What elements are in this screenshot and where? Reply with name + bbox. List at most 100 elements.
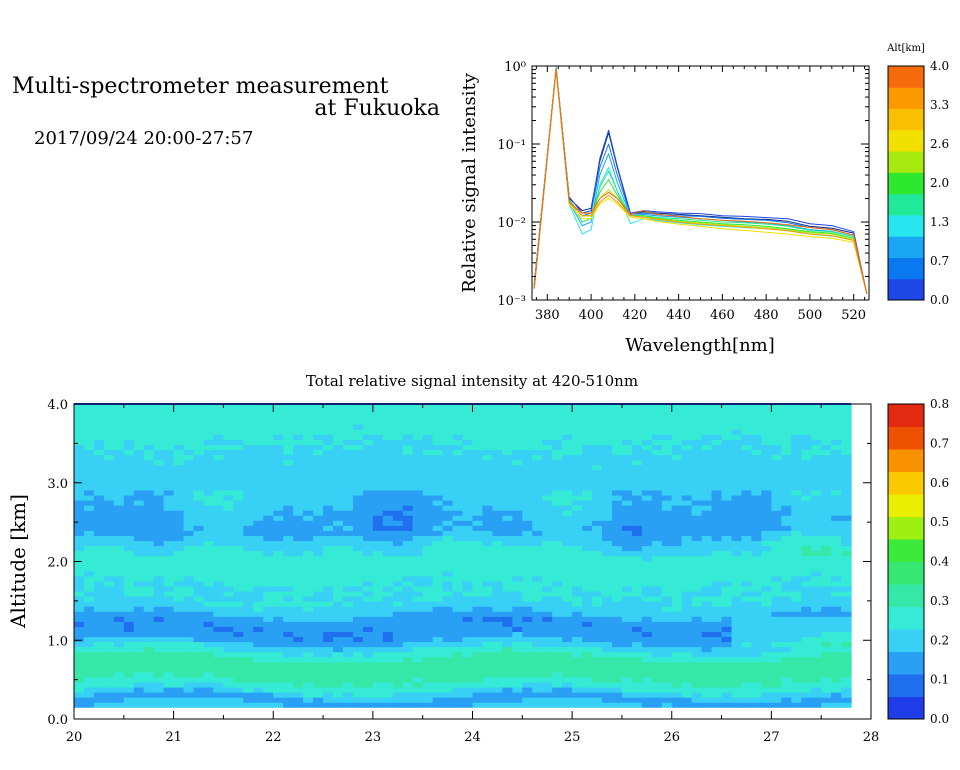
heatmap-cell [562, 474, 573, 481]
heatmap-cell [113, 479, 125, 486]
heatmap-cell [263, 484, 274, 491]
heatmap-cell [402, 651, 414, 658]
heatmap-cell [552, 686, 563, 693]
heatmap-cell [342, 560, 354, 567]
heatmap-cell [522, 570, 533, 577]
heatmap-cell [661, 464, 673, 471]
heatmap-cell [223, 661, 234, 668]
heatmap-cell [283, 692, 294, 698]
intensity-colorbar-label: 0.6 [930, 476, 949, 490]
heatmap-cell [472, 555, 484, 562]
heatmap-cell [691, 646, 703, 653]
heatmap-cell [721, 590, 733, 597]
heatmap-cell [103, 404, 115, 410]
heatmap-cell [761, 666, 772, 673]
heatmap-cell [721, 686, 733, 693]
heatmap-cell [223, 621, 234, 627]
heatmap-cell [731, 479, 743, 486]
heatmap-cell [502, 560, 513, 567]
heatmap-cell [113, 404, 125, 410]
heatmap-cell [422, 697, 434, 703]
heatmap-cell [641, 525, 653, 531]
heatmap-cell [113, 681, 125, 688]
heatmap-cell [781, 601, 792, 607]
heatmap-cell [352, 439, 364, 446]
heatmap-cell [153, 540, 165, 547]
heatmap-cell [83, 469, 95, 476]
heatmap-cell [621, 606, 633, 612]
heatmap-cell [313, 601, 324, 607]
heatmap-cell [522, 661, 533, 668]
heatmap-cell [432, 616, 444, 622]
heatmap-cell [223, 626, 234, 632]
heatmap-cell [432, 545, 444, 552]
heatmap-cell [392, 464, 404, 471]
heatmap-cell [701, 434, 713, 440]
heatmap-cell [512, 596, 523, 602]
heatmap-cell [781, 636, 792, 643]
heatmap-cell [552, 449, 563, 456]
heatmap-cell [263, 429, 274, 435]
heatmap-cell [641, 565, 653, 572]
heatmap-cell [791, 646, 802, 653]
heatmap-cell [173, 661, 185, 668]
heatmap-cell [671, 626, 683, 632]
heatmap-cell [452, 545, 464, 552]
heatmap-cell [641, 434, 653, 440]
heatmap-cell [163, 601, 175, 607]
heatmap-cell [263, 611, 274, 617]
heatmap-cell [173, 692, 185, 698]
heatmap-cell [532, 702, 543, 708]
heatmap-cell [422, 439, 434, 446]
heatmap-cell [362, 676, 374, 683]
heatmap-cell [323, 555, 334, 562]
heatmap-cell [522, 560, 533, 567]
heatmap-cell [293, 560, 304, 567]
heatmap-cell [651, 500, 663, 506]
heatmap-cell [791, 575, 802, 582]
heatmap-cell [342, 616, 354, 622]
heatmap-cell [572, 651, 583, 658]
heatmap-cell [203, 510, 215, 516]
heatmap-cell [512, 651, 523, 658]
heatmap-cell [741, 646, 753, 653]
heatmap-cell [333, 641, 344, 648]
heatmap-cell [631, 656, 643, 663]
heatmap-cell [442, 535, 454, 542]
heatmap-cell [233, 631, 244, 638]
heatmap-cell [123, 611, 135, 617]
heatmap-cell [382, 575, 394, 582]
heatmap-cell [472, 702, 484, 708]
heatmap-cell [671, 656, 683, 663]
heatmap-cell [592, 489, 603, 496]
heatmap-cell [452, 515, 464, 521]
heatmap-cell [382, 565, 394, 572]
heatmap-cell [831, 641, 842, 648]
heatmap-cell [631, 520, 643, 526]
heatmap-cell [651, 474, 663, 481]
heatmap-cell [522, 414, 533, 420]
heatmap-cell [472, 434, 484, 440]
heatmap-cell [821, 570, 832, 577]
heatmap-cell [651, 535, 663, 542]
heatmap-cell [592, 590, 603, 597]
heatmap-cell [651, 439, 663, 446]
heatmap-cell [153, 621, 165, 627]
heatmap-cell [402, 515, 414, 521]
heatmap-cell [333, 484, 344, 491]
heatmap-cell [303, 424, 314, 430]
heatmap-cell [492, 555, 503, 562]
heatmap-cell [841, 692, 852, 698]
heatmap-cell [283, 515, 294, 521]
heatmap-cell [223, 540, 234, 547]
heatmap-cell [602, 621, 613, 627]
heatmap-cell [213, 565, 225, 572]
heatmap-cell [143, 575, 155, 582]
heatmap-cell [342, 444, 354, 451]
heatmap-cell [203, 479, 215, 486]
heatmap-cell [492, 469, 503, 476]
heatmap-cell [183, 510, 195, 516]
heatmap-cell [74, 626, 85, 632]
heatmap-cell [621, 540, 633, 547]
heatmap-cell [542, 459, 553, 466]
